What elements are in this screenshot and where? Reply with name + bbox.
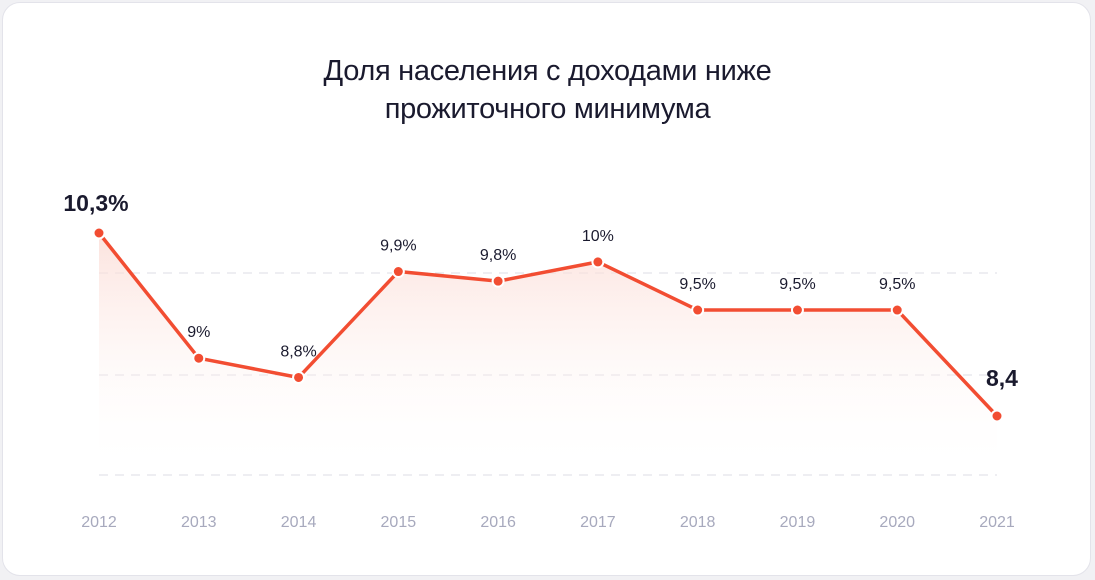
data-label-2012: 10,3% <box>63 190 128 216</box>
data-label-2021: 8,4 <box>986 365 1018 391</box>
data-label-2013: 9% <box>187 324 210 341</box>
x-tick-label-2019: 2019 <box>780 514 816 531</box>
area-fill <box>99 233 997 475</box>
data-point-2017 <box>591 255 605 269</box>
data-point-2013 <box>192 351 206 365</box>
data-label-2019: 9,5% <box>779 276 815 293</box>
x-tick-label-2017: 2017 <box>580 514 616 531</box>
chart-title-line-1: Доля населения с доходами ниже <box>323 55 772 87</box>
x-tick-label-2013: 2013 <box>181 514 217 531</box>
data-point-2014 <box>292 370 306 384</box>
data-point-2012 <box>92 226 106 240</box>
data-label-2018: 9,5% <box>679 276 715 293</box>
data-label-2016: 9,8% <box>480 247 516 264</box>
chart-title-line-2: прожиточного минимума <box>384 93 711 125</box>
series-line <box>97 231 999 418</box>
data-label-2015: 9,9% <box>380 238 416 255</box>
x-tick-label-2015: 2015 <box>381 514 417 531</box>
data-point-2019 <box>790 303 804 317</box>
data-label-2014: 8,8% <box>280 343 316 360</box>
x-tick-label-2021: 2021 <box>979 514 1015 531</box>
x-tick-label-2020: 2020 <box>879 514 915 531</box>
data-point-2021 <box>990 409 1004 423</box>
data-point-2020 <box>890 303 904 317</box>
chart-title: Доля населения с доходами ниже прожиточн… <box>0 52 1095 128</box>
data-label-2017: 10% <box>582 228 614 245</box>
x-tick-label-2018: 2018 <box>680 514 716 531</box>
x-tick-label-2012: 2012 <box>81 514 117 531</box>
x-tick-label-2016: 2016 <box>480 514 516 531</box>
x-tick-label-2014: 2014 <box>281 514 317 531</box>
data-point-2016 <box>491 274 505 288</box>
data-label-2020: 9,5% <box>879 276 915 293</box>
data-point-2015 <box>391 265 405 279</box>
data-point-2018 <box>691 303 705 317</box>
